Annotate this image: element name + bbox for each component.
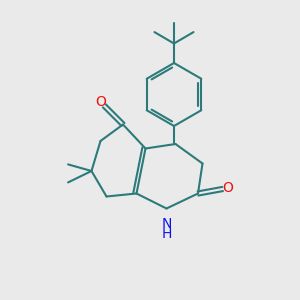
Text: N: N — [161, 217, 172, 231]
Text: O: O — [95, 95, 106, 109]
Text: H: H — [161, 227, 172, 241]
Text: O: O — [223, 181, 233, 195]
